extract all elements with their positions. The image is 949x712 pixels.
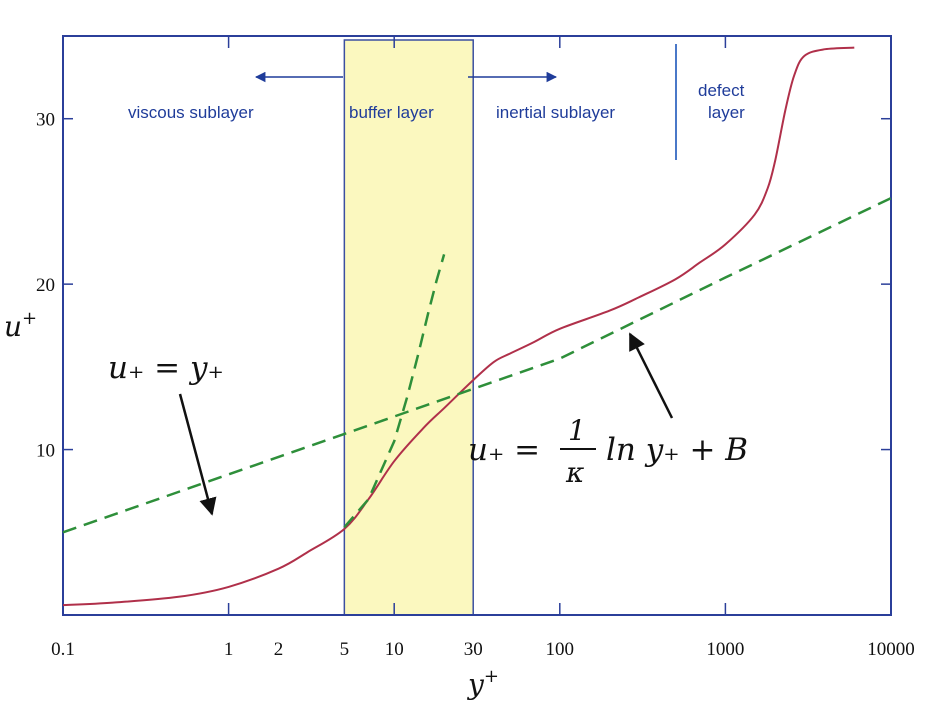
inertial-sublayer-label: inertial sublayer <box>496 103 615 122</box>
log-law-equation-lhs: u₊ = <box>468 432 540 468</box>
y-tick-label: 20 <box>36 275 55 296</box>
log-law-equation-denominator: κ <box>565 456 584 489</box>
x-tick-label: 1 <box>224 639 234 660</box>
log-law-pointer-arrow <box>628 332 674 419</box>
x-tick-label: 0.1 <box>51 639 75 660</box>
log-law-equation-numerator: 1 <box>568 414 586 447</box>
log-law-equation-rhs: ln y₊ + B <box>606 432 748 468</box>
plot-frame <box>62 35 892 616</box>
series-viscous-law <box>343 254 446 529</box>
axis-ticks <box>63 36 891 616</box>
series-layer <box>62 46 892 607</box>
buffer-layer-label: buffer layer <box>349 103 434 122</box>
x-tick-label: 1000 <box>706 639 744 660</box>
viscous-law-equation: u₊ = y₊ <box>108 350 224 386</box>
axis-tick-labels: 0.1 1 2 5 10 30 100 1000 10000 10 20 30 <box>36 110 915 660</box>
x-axis-title: y+ <box>466 666 499 701</box>
viscous-sublayer-label: viscous sublayer <box>128 103 254 122</box>
defect-label-line2: layer <box>708 103 745 122</box>
x-tick-label: 100 <box>546 639 575 660</box>
defect-label-line1: defect <box>698 81 745 100</box>
buffer-layer-region <box>343 39 474 616</box>
viscous-law-pointer-arrow <box>178 393 217 516</box>
x-tick-label: 10 <box>385 639 404 660</box>
x-tick-label: 2 <box>274 639 284 660</box>
x-tick-label: 10000 <box>867 639 915 660</box>
x-tick-label: 30 <box>464 639 483 660</box>
y-tick-label: 10 <box>36 441 55 462</box>
y-axis-title: u+ <box>4 308 37 343</box>
y-tick-label: 30 <box>36 110 55 131</box>
series-velocity-profile <box>62 46 855 607</box>
x-tick-label: 5 <box>340 639 350 660</box>
